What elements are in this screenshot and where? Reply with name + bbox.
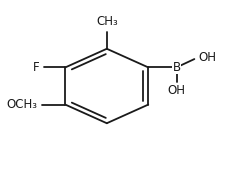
Text: B: B bbox=[172, 61, 180, 74]
Text: CH₃: CH₃ bbox=[95, 15, 117, 28]
Text: OH: OH bbox=[197, 51, 215, 64]
Text: OH: OH bbox=[167, 84, 185, 97]
Text: F: F bbox=[33, 61, 39, 74]
Text: OCH₃: OCH₃ bbox=[6, 98, 37, 111]
